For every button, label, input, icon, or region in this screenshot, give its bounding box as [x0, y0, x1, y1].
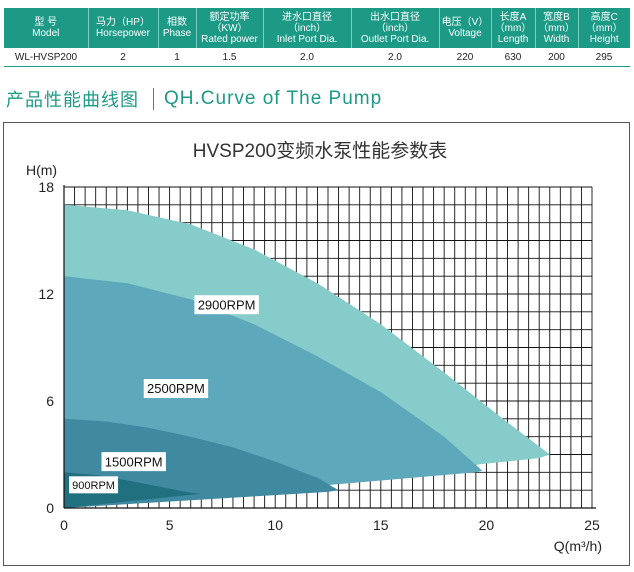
spec-cell-voltage: 220 — [439, 48, 491, 67]
series-label-box — [69, 476, 119, 494]
spec-header-horsepower: 马力（HP） Horsepower — [88, 8, 159, 48]
series-label-box — [101, 452, 166, 472]
y-tick-label: 12 — [38, 286, 54, 302]
series-label: 2500RPM — [147, 381, 205, 396]
spec-header-row: 型 号 Model 马力（HP） Horsepower 相数 Phase 额定功… — [4, 8, 630, 48]
y-tick-label: 6 — [46, 393, 54, 409]
spec-cell-model: WL-HVSP200 — [4, 48, 88, 67]
x-tick-label: 15 — [373, 517, 389, 533]
section-heading: 产品性能曲线图 QH.Curve of The Pump — [6, 86, 382, 112]
spec-header-length: 长度A （mm） Length — [491, 8, 536, 48]
x-tick-label: 20 — [479, 517, 495, 533]
series-label-box — [143, 379, 209, 399]
heading-en: QH.Curve of The Pump — [164, 88, 383, 109]
spec-cell-width: 200 — [535, 48, 578, 67]
heading-divider — [153, 88, 154, 110]
spec-header-height: 高度C （mm） Height — [578, 8, 630, 48]
x-tick-label: 10 — [267, 517, 283, 533]
series-label: 1500RPM — [105, 454, 163, 469]
spec-table: 型 号 Model 马力（HP） Horsepower 相数 Phase 额定功… — [4, 8, 630, 67]
spec-cell-height: 295 — [578, 48, 630, 67]
series-label-box — [194, 295, 259, 315]
x-tick-label: 0 — [60, 517, 68, 533]
spec-cell-outlet: 2.0 — [351, 48, 439, 67]
chart-title: HVSP200变频水泵性能参数表 — [193, 140, 447, 162]
x-axis-label: Q(m³/h) — [554, 538, 602, 554]
spec-cell-length: 630 — [491, 48, 535, 67]
chart-ticks: 0 5 10 15 20 25 0 6 12 18 — [38, 179, 600, 533]
x-tick-label: 25 — [584, 517, 600, 533]
x-tick-label: 5 — [166, 517, 174, 533]
chart-frame: HVSP200变频水泵性能参数表 H(m) Q(m³/h) 0 5 10 15 20 25… — [3, 122, 630, 566]
spec-header-rated-power: 额定功率 （KW） Rated power — [196, 8, 264, 48]
spec-cell-inlet: 2.0 — [263, 48, 351, 67]
spec-header-inlet: 进水口直径 （inch） Inlet Port Dia. — [263, 8, 352, 48]
spec-data-row: WL-HVSP200 2 1 1.5 2.0 2.0 220 630 200 2… — [4, 48, 630, 67]
spec-cell-rated-power: 1.5 — [196, 48, 263, 67]
spec-header-outlet: 出水口直径 （inch） Outlet Port Dia. — [351, 8, 440, 48]
y-axis-label: H(m) — [26, 162, 57, 178]
performance-chart: HVSP200变频水泵性能参数表 H(m) Q(m³/h) 0 5 10 15 20 25… — [26, 140, 602, 554]
y-tick-label: 18 — [38, 179, 54, 195]
spec-header-phase: 相数 Phase — [158, 8, 197, 48]
y-tick-label: 0 — [46, 500, 54, 516]
series-label: 900RPM — [72, 480, 115, 492]
spec-cell-horsepower: 2 — [88, 48, 158, 67]
chart-axes — [63, 185, 596, 509]
spec-header-width: 宽度B （mm） Width — [535, 8, 579, 48]
spec-header-voltage: 电压（V） Voltage — [439, 8, 492, 48]
chart-series-labels: 2900RPM 2500RPM 1500RPM 900RPM — [69, 295, 259, 494]
heading-cn: 产品性能曲线图 — [6, 90, 139, 110]
spec-header-model: 型 号 Model — [4, 8, 89, 48]
series-label: 2900RPM — [198, 297, 256, 312]
spec-cell-phase: 1 — [158, 48, 196, 67]
